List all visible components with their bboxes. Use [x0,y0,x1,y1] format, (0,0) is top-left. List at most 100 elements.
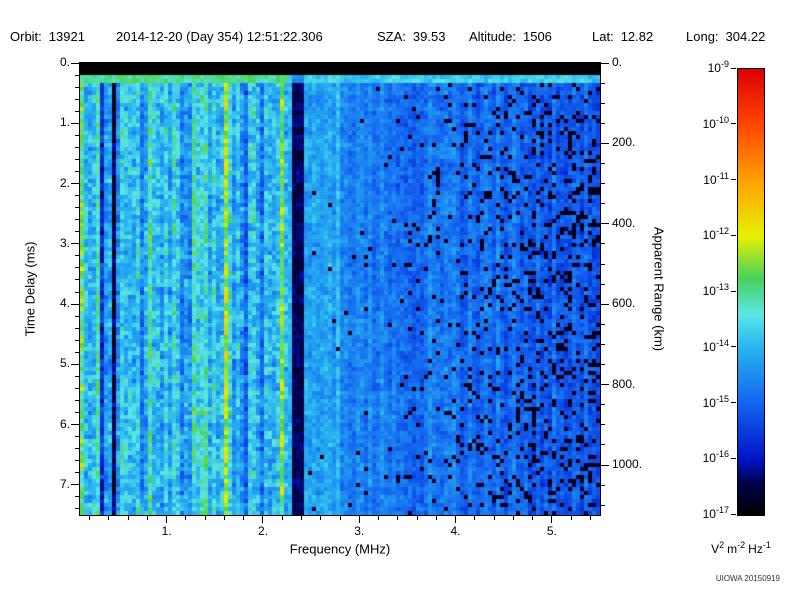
colorbar-tick-label: 10-11 [703,170,729,187]
y-minor-tick [75,74,79,76]
y2-minor-tick [601,82,605,84]
colorbar-tick [731,457,736,459]
colorbar-tick [731,513,736,515]
colorbar-exponent: -12 [715,226,729,237]
x-minor-tick [378,516,380,520]
colorbar [737,68,765,516]
orbit-value: 13921 [48,29,85,44]
y2-major-tick [601,464,609,466]
y-major-tick [71,122,79,124]
y-minor-tick [75,231,79,233]
unit-base: m [727,542,738,556]
colorbar-exponent: -16 [715,449,729,460]
x-minor-tick [512,516,514,520]
colorbar-tick [731,290,736,292]
colorbar-tick [731,67,736,69]
y2-minor-tick [601,444,605,446]
x-minor-tick [570,516,572,520]
y2-minor-tick [601,484,605,486]
y-minor-tick [75,327,79,329]
unit-exponent: -2 [737,540,746,550]
watermark: UIOWA 20150919 [715,574,780,583]
y2-minor-tick [601,163,605,164]
colorbar-tick [731,346,736,348]
y-tick-label: 3. [59,235,70,250]
y2-tick-label: 200. [612,135,636,150]
x-axis-title: Frequency (MHz) [289,541,391,557]
colorbar-tick-label: 10-12 [702,226,729,243]
x-minor-tick [300,516,302,520]
y2-minor-tick [601,263,605,265]
x-minor-tick [474,516,476,520]
y-major-tick [71,303,79,305]
y2-minor-tick [601,323,605,325]
y2-minor-tick [601,364,605,366]
colorbar-units-label: V2 m-2 Hz-1 [676,540,800,556]
x-minor-tick [89,516,91,520]
colorbar-exponent: -13 [715,282,729,292]
y2-minor-tick [601,404,605,406]
y2-major-tick [601,142,609,144]
y-minor-tick [75,158,79,160]
unit-base: V [711,542,720,556]
sza-label: SZA: [377,29,406,44]
x-minor-tick [204,516,206,520]
colorbar-tick [731,402,736,403]
x-minor-tick [589,516,591,520]
y2-minor-tick [601,283,605,285]
y-tick-label: 2. [59,175,70,190]
y-tick-label: 7. [59,476,70,491]
y2-minor-tick [601,183,605,185]
y2-tick-label: 600. [612,296,636,311]
y2-tick-label: 800. [612,376,636,391]
x-tick-label: 2. [257,524,268,538]
sza-value: 39.53 [412,29,446,44]
y-major-tick [71,424,79,426]
colorbar-exponent: -9 [720,59,729,69]
y-minor-tick [75,255,79,257]
sza-field: SZA: 39.53 [377,29,445,44]
y2-tick-label: 1000. [612,457,643,472]
colorbar-tick [731,123,736,125]
y-minor-tick [75,412,79,414]
colorbar-tick-label: 10-13 [702,282,729,298]
colorbar-tick [731,179,736,180]
longitude-value: 304.22 [725,29,766,44]
y2-major-tick [601,223,609,225]
colorbar-exponent: -17 [715,505,729,515]
latitude-label: Lat: [592,29,614,44]
y-minor-tick [75,146,79,148]
x-major-tick [358,516,360,523]
y-tick-label: 6. [59,416,70,431]
y-major-tick [71,62,79,64]
y2-tick-label: 400. [612,215,636,230]
spectrogram-plot-frame [79,62,601,516]
altitude-label: Altitude: [469,29,516,44]
x-major-tick [166,516,168,523]
colorbar-tick-label: 10-15 [702,393,729,410]
x-major-tick [551,516,553,523]
y-major-tick [71,363,79,365]
y-minor-tick [75,375,79,377]
colorbar-exponent: -11 [716,170,729,181]
y2-major-tick [601,62,609,64]
unit-base: Hz [748,542,763,556]
orbit-label: Orbit: [10,29,42,44]
y-minor-tick [75,86,79,88]
y2-minor-tick [601,504,605,506]
y-minor-tick [75,170,79,172]
x-minor-tick [493,516,495,520]
y-minor-tick [75,98,79,100]
y-minor-tick [75,496,79,498]
y-minor-tick [75,351,79,353]
y2-minor-tick [601,203,605,205]
latitude-value: 12.82 [620,29,654,44]
colorbar-tick-label: 10-9 [707,59,729,75]
x-tick-label: 4. [450,524,461,538]
y2-tick-label: 0. [612,55,623,69]
y-tick-label: 0. [59,55,70,69]
altitude-field: Altitude: 1506 [469,29,552,44]
x-minor-tick [185,516,187,520]
colorbar-exponent: -15 [715,393,729,404]
